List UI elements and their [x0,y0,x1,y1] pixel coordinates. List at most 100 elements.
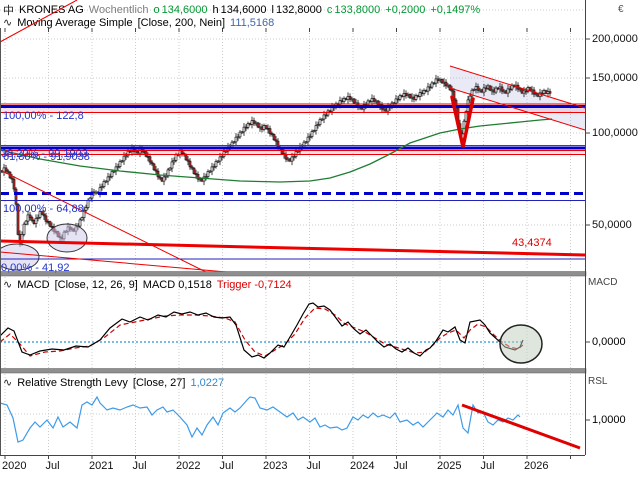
candle-body [196,174,200,180]
macd-params: [Close, 12, 26, 9] [54,278,138,291]
rsl-name: Relative Strength Levy [17,376,128,389]
candle-body [120,160,124,163]
candle-body [306,136,310,143]
candle-body [188,160,192,168]
candle-body [290,156,294,162]
low-value: 132,8000 [276,4,322,16]
fib-label-61: 61,80% - 91,9038 [3,151,90,163]
candle-body [154,169,158,172]
candle-body [40,211,44,215]
candle-body [84,207,88,211]
instrument-name: KRONES AG [19,4,84,16]
candle-body [82,210,86,218]
x-axis-tick-label: Jul [480,460,495,472]
candle-body [528,87,532,91]
candle-body [16,203,20,235]
candle-body [274,139,278,142]
candle-body [238,131,242,138]
fib-label-100-64: 100,00% - 64,88 [3,203,84,215]
candle-body [102,181,106,187]
candle-body [104,180,108,183]
x-axis-tick-label: Jul [45,460,60,472]
macd-legend[interactable]: ∿ MACD [Close, 12, 26, 9] MACD 0,1518 Tr… [3,278,297,292]
candle-body [80,217,84,221]
candle-body [284,154,288,160]
candle-body [444,81,448,87]
x-axis-tick-label: 2025 [437,460,462,472]
candle-body [322,114,326,120]
downtrend-channel-fill [450,66,585,130]
candle-body [172,160,176,163]
candle-body [34,218,38,224]
rsl-downtrend-line [461,403,581,450]
candle-body [548,91,552,94]
rsl-one-tick-label: 1,0000 [592,414,626,426]
candle-body [318,119,322,125]
rsl-line [0,395,521,443]
ma-legend[interactable]: ∿ Moving Average Simple [Close, 200, Nei… [3,16,279,30]
candle-body [22,223,26,235]
rsl-legend[interactable]: ∿ Relative Strength Levy [Close, 27] 1,0… [3,376,229,390]
candle-body [464,111,468,122]
channel-lower-line [449,87,586,131]
candle-body [434,78,438,84]
rsl-params: [Close, 27] [132,376,186,389]
y-axis-tick-label: 50,0000 [592,219,632,231]
ma-params: [Close, 200, Nein] [137,16,226,29]
candle-body [86,200,90,208]
fib-band [0,108,585,112]
x-axis-tick-label: 2022 [176,460,201,472]
candle-body [148,156,152,163]
candle-body [10,177,14,180]
candle-body [296,150,300,153]
candle-body [494,87,498,93]
open-value: 134,6000 [161,4,208,16]
candle-body [4,167,8,172]
trendline-price-label: 43,4374 [512,237,552,249]
x-axis-tick-label: Jul [306,460,321,472]
low-label: l [271,4,274,16]
candle-body [208,170,212,173]
x-axis-tick-label: 2024 [350,460,375,472]
open-label: o [153,4,160,16]
candle-body [116,166,120,168]
macd-value: MACD 0,1518 [142,278,212,291]
candle-body [38,211,42,218]
candle-body [342,98,346,102]
change-percent: +0,1497% [430,4,481,16]
candle-body [122,155,126,162]
candle-body [108,176,112,178]
trendline-diagonal [0,251,239,274]
candle-body [232,141,236,144]
timeframe-label: Wochentlich [88,4,149,16]
candle-body [426,86,430,92]
candle-body [168,167,172,171]
ma-value: 111,5168 [230,16,275,29]
candle-body [126,150,130,157]
macd-trigger-value: Trigger -0,7124 [216,278,292,291]
panel-separator [0,271,587,277]
candle-body [124,155,128,158]
candle-body [488,85,492,91]
candle-body [240,131,244,134]
candle-body [14,188,18,205]
candle-body [408,94,412,99]
candle-body [24,220,28,225]
candle-body [304,141,308,144]
candle-body [26,214,30,222]
candle-body [48,221,52,227]
x-axis-tick-label: 2026 [524,460,549,472]
candle-body [252,120,256,124]
x-axis-tick-label: 2023 [263,460,288,472]
candle-body [310,131,314,137]
x-axis-tick-label: Jul [219,460,234,472]
candle-body [272,134,276,141]
candle-body [352,98,356,104]
candle-body [430,82,434,88]
x-axis-tick-label: 2020 [2,460,27,472]
candle-body [348,96,352,100]
support-trendline-thick [0,239,586,257]
candle-body [472,89,476,91]
